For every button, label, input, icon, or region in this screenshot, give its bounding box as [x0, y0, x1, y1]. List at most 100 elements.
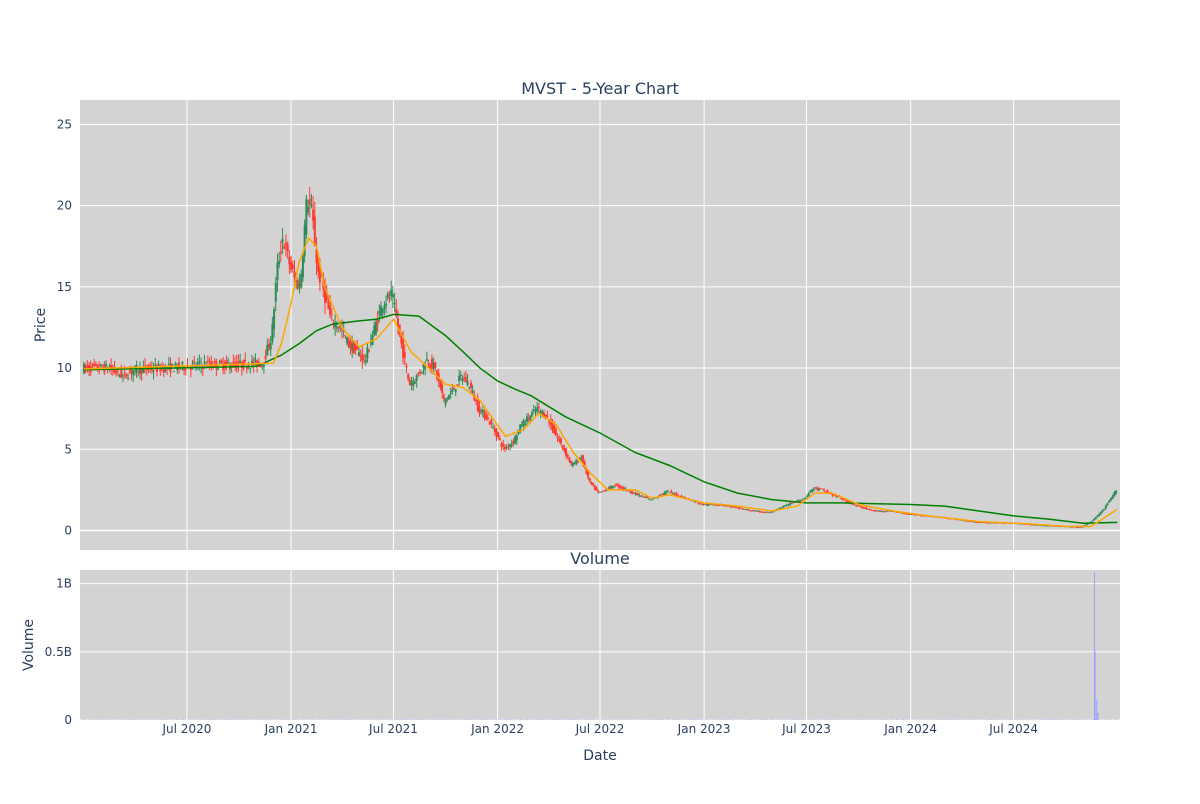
candle-body — [845, 500, 848, 502]
candle-body — [120, 369, 123, 378]
candle-body — [765, 511, 768, 513]
candle-body — [782, 506, 785, 508]
candle-body — [643, 497, 646, 498]
price-y-axis-label: Price — [33, 308, 49, 342]
candle-body — [580, 457, 583, 461]
x-tick-label: Jan 2021 — [264, 722, 318, 736]
candle-body — [503, 446, 506, 450]
candle-body — [566, 455, 569, 458]
candle-body — [1108, 500, 1111, 503]
candle-body — [446, 397, 449, 399]
candle-body — [463, 377, 466, 379]
candle-body — [772, 511, 775, 513]
candle-body — [251, 360, 254, 365]
candle-body — [801, 499, 804, 501]
candle-body — [631, 491, 634, 494]
candle-body — [865, 507, 868, 509]
candle-body — [218, 360, 221, 363]
candle-body — [1103, 508, 1106, 511]
candle-body — [539, 411, 542, 414]
candle-body — [351, 343, 354, 352]
x-tick-label: Jul 2021 — [368, 722, 418, 736]
candle-body — [756, 510, 759, 512]
candle-body — [639, 495, 642, 497]
candle-body — [478, 406, 481, 414]
candle-body — [1098, 514, 1101, 516]
candle-body — [675, 493, 678, 496]
candle-body — [755, 510, 758, 512]
candle-body — [524, 423, 527, 425]
candle-body — [1111, 495, 1114, 499]
candle-body — [860, 507, 863, 508]
candle-body — [629, 491, 632, 493]
candle-body — [870, 510, 873, 511]
candle-body — [172, 371, 175, 373]
volume-y-tick-label: 0 — [64, 713, 72, 727]
candle-body — [451, 389, 454, 393]
candle-body — [544, 414, 547, 419]
candle-body — [381, 308, 384, 314]
candle-body — [683, 496, 686, 499]
candle-body — [1045, 525, 1048, 527]
candle-body — [383, 305, 386, 309]
candle-body — [743, 509, 746, 510]
candle-body — [751, 510, 754, 512]
candle-body — [349, 341, 352, 348]
candle-body — [704, 504, 707, 505]
candle-body — [570, 460, 573, 464]
candle-body — [1104, 505, 1107, 509]
candle-body — [980, 522, 983, 523]
candle-body — [877, 510, 880, 512]
candle-body — [82, 363, 85, 373]
candle-body — [434, 362, 437, 369]
candle-body — [313, 216, 316, 246]
candle-body — [269, 342, 272, 350]
candle-body — [677, 494, 680, 496]
moving-average-long-line — [83, 313, 1118, 524]
candle-body — [699, 503, 702, 505]
candle-body — [475, 399, 478, 402]
candle-body — [493, 428, 496, 432]
x-axis-ticks: Jul 2020 Jan 2021 Jul 2021 Jan 2022 Jul 2022… — [162, 722, 1039, 736]
candle-body — [733, 506, 736, 508]
candle-body — [485, 414, 488, 420]
candle-body — [334, 322, 337, 328]
candle-body — [624, 488, 627, 490]
candle-body — [308, 198, 311, 205]
candle-body — [194, 366, 197, 368]
candle-body — [432, 362, 435, 369]
candle-body — [872, 510, 875, 512]
candle-body — [454, 389, 457, 393]
candle-body — [245, 367, 248, 369]
candle-body — [125, 373, 128, 377]
candle-body — [340, 328, 343, 330]
x-tick-label: Jul 2022 — [575, 722, 625, 736]
candle-body — [220, 360, 223, 363]
candle-body — [444, 398, 447, 405]
candle-body — [364, 359, 367, 363]
candle-body — [325, 291, 328, 301]
candle-body — [490, 419, 493, 424]
candle-body — [806, 495, 809, 497]
candle-body — [344, 335, 347, 337]
candle-body — [155, 367, 158, 373]
candle-body — [363, 355, 366, 357]
candle-body — [899, 512, 902, 514]
candle-body — [510, 443, 513, 446]
candle-body — [505, 446, 508, 448]
candle-body — [116, 369, 119, 371]
candle-body — [415, 375, 418, 381]
candle-body — [986, 522, 989, 524]
volume-y-tick-label: 1B — [56, 577, 72, 591]
candle-body — [1031, 524, 1034, 526]
candle-body — [497, 432, 500, 437]
candle-body — [819, 488, 822, 490]
candle-body — [347, 339, 350, 348]
candle-body — [541, 411, 544, 414]
candle-body — [617, 484, 620, 488]
candle-body — [339, 325, 342, 327]
candle-body — [722, 505, 725, 507]
candle-body — [178, 362, 181, 368]
candle-body — [955, 519, 958, 521]
candle-body — [1094, 517, 1097, 520]
